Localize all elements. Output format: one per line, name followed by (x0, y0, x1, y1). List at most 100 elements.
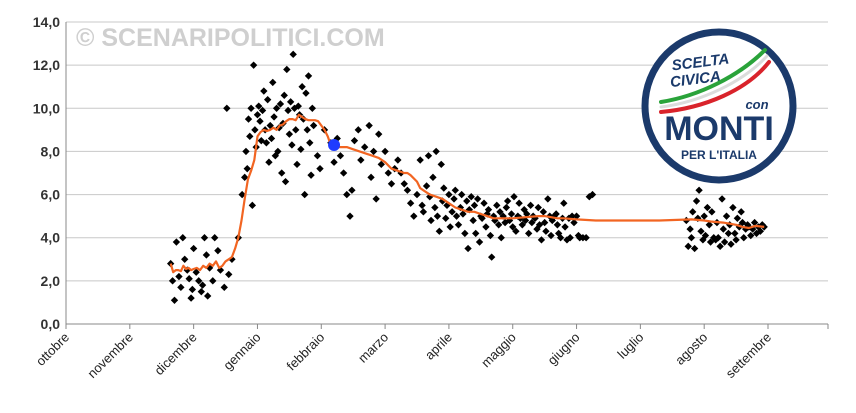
x-tick-label: dicembre (151, 330, 199, 378)
data-point (553, 221, 562, 229)
data-point (470, 201, 479, 210)
data-point (354, 126, 362, 134)
data-point (695, 186, 703, 194)
data-point (346, 212, 354, 220)
data-point (211, 234, 219, 242)
data-point (733, 214, 742, 222)
data-point (283, 65, 291, 74)
data-point (185, 275, 193, 283)
data-point (172, 238, 181, 246)
data-point (248, 201, 257, 210)
data-point (242, 147, 250, 156)
data-point (718, 195, 726, 203)
data-point (493, 201, 501, 210)
data-point (195, 277, 203, 285)
data-point (301, 190, 309, 199)
watermark: © SCENARIPOLITICI.COM (76, 24, 385, 52)
data-point (286, 98, 295, 106)
trend-line (169, 113, 765, 274)
data-point (170, 296, 179, 304)
data-point (502, 203, 511, 212)
data-point (540, 218, 549, 227)
data-point (198, 281, 207, 289)
data-point (307, 171, 315, 179)
data-point (464, 244, 472, 253)
data-point (306, 139, 314, 147)
data-point (435, 227, 444, 235)
data-point (687, 234, 696, 242)
data-point (729, 203, 737, 212)
data-point (461, 229, 469, 238)
data-point (560, 199, 568, 207)
data-point (377, 160, 385, 169)
data-point (244, 115, 253, 123)
data-point (454, 221, 463, 229)
data-point (246, 132, 254, 141)
data-point (258, 106, 267, 115)
data-point (365, 121, 373, 130)
data-point (302, 89, 310, 97)
data-point (406, 199, 415, 207)
data-point (260, 87, 268, 95)
data-point (473, 195, 482, 203)
data-point (372, 195, 380, 203)
data-point (308, 104, 317, 112)
data-point (360, 143, 369, 151)
data-point (304, 72, 313, 80)
data-point (482, 223, 490, 231)
x-tick-label: febbraio (284, 330, 328, 374)
data-point (348, 186, 356, 194)
data-point (209, 277, 217, 285)
data-point (561, 223, 569, 231)
x-tick-label: aprile (422, 330, 455, 363)
data-point (570, 218, 578, 227)
data-point (552, 210, 560, 218)
data-point (427, 216, 435, 225)
data-point (422, 182, 431, 190)
data-point (475, 238, 484, 246)
x-tick-label: ottobre (33, 330, 72, 369)
data-point (684, 242, 692, 251)
y-axis: 0,0 2,0 4,0 6,0 8,0 10,0 12,0 14,0 (33, 14, 60, 332)
logo-swoosh-red (659, 60, 771, 114)
data-point (350, 136, 359, 145)
data-point (410, 212, 418, 220)
y-tick-label: 4,0 (41, 230, 61, 246)
data-point (339, 169, 348, 177)
data-point (280, 91, 288, 100)
data-point (251, 126, 259, 134)
data-point (705, 221, 713, 229)
data-point (263, 95, 272, 104)
data-point (225, 270, 233, 279)
data-point (686, 225, 694, 233)
logo-swoosh-white (659, 54, 769, 109)
y-tick-label: 12,0 (33, 57, 60, 73)
data-point (740, 234, 748, 242)
data-point (220, 283, 228, 292)
data-point (450, 195, 458, 203)
y-tick-label: 6,0 (41, 187, 61, 203)
data-point (459, 210, 467, 218)
data-point (701, 231, 710, 240)
logo-name: MONTI (664, 110, 774, 148)
data-point (515, 199, 523, 207)
data-point (175, 272, 183, 281)
data-point (247, 104, 255, 112)
data-point (413, 190, 421, 199)
data-point (369, 147, 378, 156)
data-point (692, 197, 701, 205)
x-tick-label: luglio (614, 330, 646, 362)
data-point (357, 156, 365, 164)
data-point (336, 152, 345, 160)
data-point (267, 134, 276, 143)
data-point (387, 180, 396, 188)
data-point (525, 229, 533, 238)
y-tick-label: 8,0 (41, 143, 61, 159)
data-point (478, 214, 486, 222)
data-point (189, 244, 198, 253)
data-point (747, 231, 755, 240)
data-point (214, 246, 222, 255)
data-point (537, 236, 546, 244)
data-point (732, 236, 740, 244)
data-point (298, 83, 306, 91)
